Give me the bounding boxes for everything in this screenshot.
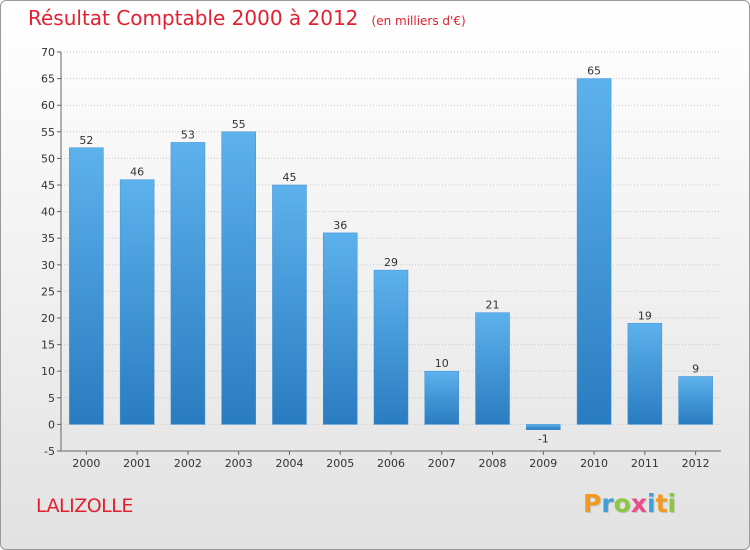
axes: -5 0 5 10 15 20 25 30 35 40 45 50 55 60 65 70 2000 2001 20…	[41, 46, 721, 470]
data-labels: 52 46 53 55 45 36 29 10 21 -1 65 19 9	[79, 65, 699, 446]
x-tick-label-2008: 2008	[479, 457, 507, 470]
y-tick-label: 20	[41, 312, 55, 325]
data-label-2005: 36	[333, 219, 347, 232]
y-tick-label: 15	[41, 339, 55, 352]
logo-letter: o	[613, 489, 631, 518]
data-label-2001: 46	[130, 166, 144, 179]
x-tick-label-2004: 2004	[275, 457, 303, 470]
bar-2007	[424, 370, 460, 425]
logo-letter: t	[655, 489, 668, 518]
x-tick-label-2012: 2012	[682, 457, 710, 470]
x-tick-label-2011: 2011	[631, 457, 659, 470]
data-label-2002: 53	[181, 128, 195, 141]
logo-letter: r	[601, 489, 614, 518]
x-tick-label-2001: 2001	[123, 457, 151, 470]
bar-2008	[475, 312, 510, 425]
data-label-2011: 19	[638, 309, 652, 322]
logo-letter: x	[630, 489, 647, 518]
y-tick-label: 40	[41, 206, 55, 219]
y-tick-label: 45	[41, 179, 55, 192]
y-tick-label: 50	[41, 152, 55, 165]
y-tick-label: 70	[41, 46, 55, 59]
bars	[69, 78, 713, 430]
bar-2005	[322, 232, 358, 425]
data-label-2007: 10	[435, 357, 449, 370]
logo-letter: i	[667, 489, 677, 518]
data-label-2006: 29	[384, 256, 398, 269]
x-tick-label-2003: 2003	[225, 457, 253, 470]
x-tick-label-2007: 2007	[428, 457, 456, 470]
commune-name: LALIZOLLE	[36, 495, 133, 517]
bar-2009	[526, 424, 561, 430]
bar-2001	[119, 179, 155, 425]
bar-2012	[678, 376, 713, 425]
bar-2002	[170, 142, 206, 425]
data-label-2000: 52	[79, 134, 93, 147]
y-tick-label: 5	[48, 392, 55, 405]
y-tick-label: 10	[41, 365, 55, 378]
x-tick-label-2009: 2009	[529, 457, 557, 470]
bar-2000	[69, 147, 104, 425]
bar-2010	[576, 78, 612, 425]
y-tick-label: 60	[41, 99, 55, 112]
proxiti-logo: Proxiti	[583, 489, 676, 518]
y-tick-label: 25	[41, 285, 55, 298]
chart-title-text: Résultat Comptable 2000 à 2012	[28, 6, 359, 30]
chart-title: Résultat Comptable 2000 à 2012 (en milli…	[28, 6, 466, 30]
x-tick-label-2006: 2006	[377, 457, 405, 470]
y-tick-label: 55	[41, 126, 55, 139]
x-tick-label-2005: 2005	[326, 457, 354, 470]
data-label-2009: -1	[538, 433, 549, 446]
data-label-2008: 21	[486, 299, 500, 312]
bar-2004	[272, 184, 307, 425]
y-tick-label: 65	[41, 73, 55, 86]
chart-subtitle: (en milliers d'€)	[371, 14, 466, 28]
x-tick-label-2010: 2010	[580, 457, 608, 470]
x-tick-label-2000: 2000	[72, 457, 100, 470]
logo-letter: i	[647, 489, 656, 518]
logo-letter: P	[583, 489, 602, 518]
data-label-2010: 65	[587, 65, 601, 78]
y-tick-label: 0	[48, 418, 55, 431]
y-tick-label: -5	[44, 445, 55, 458]
y-tick-label: 30	[41, 259, 55, 272]
bar-2003	[221, 131, 256, 425]
bar-2011	[627, 323, 663, 425]
x-tick-label-2002: 2002	[174, 457, 202, 470]
data-label-2012: 9	[692, 363, 699, 376]
y-tick-label: 35	[41, 232, 55, 245]
bar-2006	[373, 269, 409, 425]
data-label-2004: 45	[282, 171, 296, 184]
data-label-2003: 55	[232, 118, 246, 131]
